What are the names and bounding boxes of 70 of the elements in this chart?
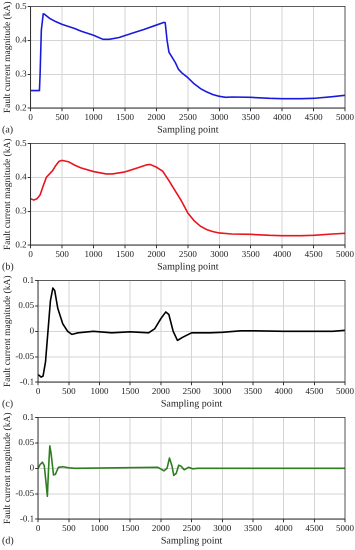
x-tick-label: 3500 [242,112,260,122]
x-tick-label: 1500 [116,112,134,122]
x-tick-label: 2000 [152,522,170,533]
x-tick-label: 3500 [242,248,260,259]
x-tick-label: 3000 [210,112,229,122]
x-tick-label: 2000 [152,386,170,396]
x-tick-label: 1000 [90,522,110,533]
x-tick-label: 1000 [84,112,104,122]
y-tick-label: 0.3 [15,68,28,79]
x-axis-title: Sampling point [157,124,219,136]
y-tick-label: 0.2 [15,102,27,113]
y-tick-label: 0 [30,326,35,336]
text: (c) [2,398,14,410]
y-tick-label: 0.05 [18,300,35,310]
x-tick-label: 4000 [273,112,292,122]
x-tick-label: 1000 [84,248,104,259]
x-tick-label: 4000 [274,522,294,533]
x-tick-label: 5000 [336,386,354,396]
text: (b) [2,262,14,273]
x-tick-label: 1500 [121,522,140,533]
x-axis-title: Sampling point [160,398,222,410]
x-axis-title: Sampling point [160,536,222,547]
y-tick-label: -0.1 [20,514,34,524]
y-axis-title: Fault current magnitude (kA) [3,276,14,388]
y-tick-label: 0.05 [18,437,35,448]
x-tick-label: 1500 [121,386,140,396]
x-tick-label: 3000 [210,248,229,259]
x-tick-label: 5000 [336,522,354,533]
x-tick-label: 4500 [304,112,324,122]
x-tick-label: 4000 [273,248,292,259]
x-axis-title: Sampling point [157,262,219,273]
x-tick-label: 1500 [116,248,134,259]
x-tick-label: 500 [62,522,76,533]
x-tick-label: 2500 [182,522,202,533]
text: (d) [2,536,14,547]
y-tick-label: -0.05 [15,488,35,498]
x-tick-label: 3500 [244,386,262,396]
x-tick-label: 4500 [305,522,324,533]
x-tick-label: 3000 [213,386,232,396]
y-tick-label: -0.05 [15,351,35,362]
y-tick-label: 0.2 [15,240,27,250]
x-tick-label: 3000 [213,522,232,533]
text: (a) [2,124,14,136]
x-tick-label: 4500 [305,386,324,396]
y-axis-title: Fault current magnitude (kA) [3,412,14,524]
y-axis-title: Fault current magnitude (kA) [3,2,14,114]
x-tick-label: 2000 [147,112,166,122]
y-tick-label: 0.1 [22,274,34,285]
x-tick-label: 4000 [274,386,294,396]
y-tick-label: 0.4 [15,172,28,182]
y-tick-label: 0 [30,462,35,473]
y-axis-title: Fault current magnitude (kA) [3,138,14,250]
y-tick-label: 0.5 [15,138,28,148]
x-tick-label: 3500 [244,522,262,533]
x-tick-label: 5000 [336,248,354,259]
x-tick-label: 2500 [182,386,202,396]
x-tick-label: 5000 [336,112,354,122]
y-tick-label: 0.3 [15,206,28,216]
y-tick-label: -0.1 [20,376,34,387]
x-tick-label: 2000 [147,248,166,259]
x-tick-label: 2500 [178,248,198,259]
y-tick-label: 0.1 [22,412,34,422]
x-tick-label: 1000 [90,386,110,396]
y-tick-label: 0.5 [15,0,28,11]
x-tick-label: 500 [55,112,70,122]
x-tick-label: 4500 [304,248,324,259]
x-tick-label: 500 [62,386,76,396]
x-tick-label: 2500 [178,112,198,122]
x-tick-label: 500 [55,248,70,259]
y-tick-label: 0.4 [15,34,28,45]
